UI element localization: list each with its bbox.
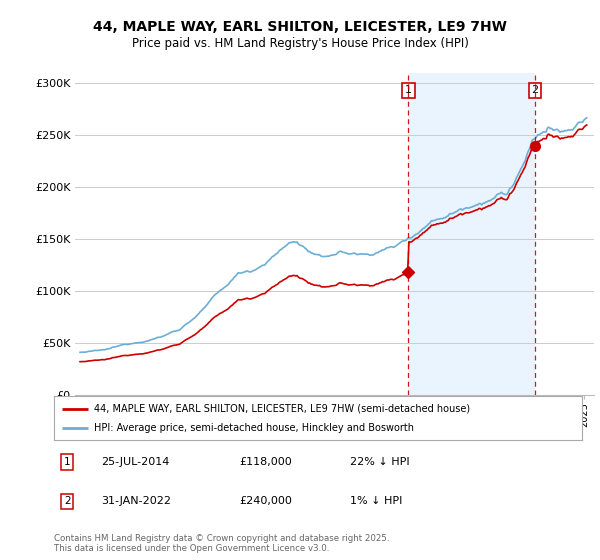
Text: Price paid vs. HM Land Registry's House Price Index (HPI): Price paid vs. HM Land Registry's House …	[131, 37, 469, 50]
Text: 1: 1	[405, 86, 412, 95]
Text: 1% ↓ HPI: 1% ↓ HPI	[350, 496, 402, 506]
Text: 25-JUL-2014: 25-JUL-2014	[101, 457, 170, 467]
Text: 44, MAPLE WAY, EARL SHILTON, LEICESTER, LE9 7HW: 44, MAPLE WAY, EARL SHILTON, LEICESTER, …	[93, 20, 507, 34]
Text: Contains HM Land Registry data © Crown copyright and database right 2025.
This d: Contains HM Land Registry data © Crown c…	[54, 534, 389, 553]
Text: 2: 2	[64, 496, 71, 506]
Bar	[408, 73, 535, 395]
Text: HPI: Average price, semi-detached house, Hinckley and Bosworth: HPI: Average price, semi-detached house,…	[94, 423, 413, 433]
Text: 2: 2	[532, 86, 538, 95]
Text: 31-JAN-2022: 31-JAN-2022	[101, 496, 172, 506]
Text: £240,000: £240,000	[239, 496, 292, 506]
Text: 44, MAPLE WAY, EARL SHILTON, LEICESTER, LE9 7HW (semi-detached house): 44, MAPLE WAY, EARL SHILTON, LEICESTER, …	[94, 404, 470, 413]
Text: 1: 1	[64, 457, 71, 467]
Text: 22% ↓ HPI: 22% ↓ HPI	[350, 457, 409, 467]
Text: £118,000: £118,000	[239, 457, 292, 467]
